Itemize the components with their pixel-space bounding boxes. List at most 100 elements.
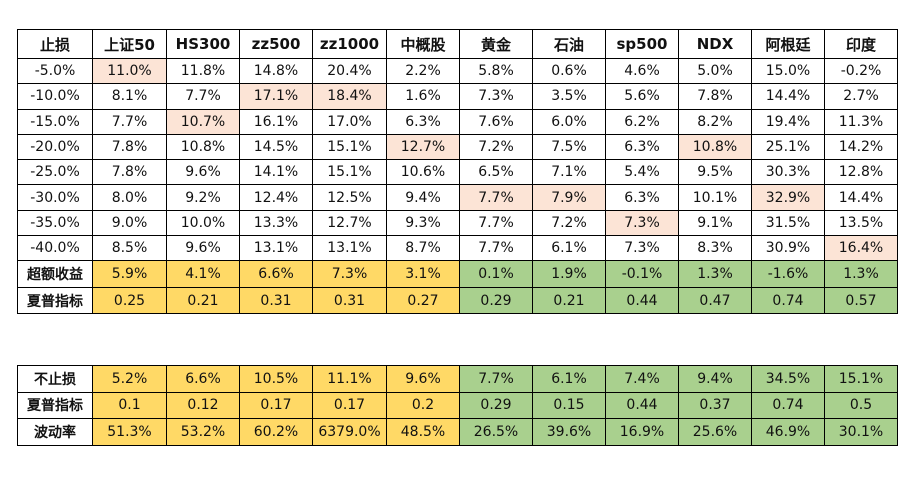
table-cell: 9.3%: [386, 209, 460, 237]
table-cell: 0.44: [605, 286, 679, 315]
row-label: -40.0%: [17, 235, 93, 262]
table-cell: 48.5%: [386, 418, 460, 446]
table-cell: 16.4%: [824, 235, 898, 262]
table-cell: 6379.0%: [312, 418, 387, 446]
table-cell: 5.8%: [459, 57, 533, 85]
table-cell: 12.8%: [824, 159, 898, 186]
table-cell: 13.1%: [312, 235, 387, 262]
table-cell: 9.6%: [386, 365, 460, 393]
table-cell: 4.1%: [166, 260, 240, 288]
column-header: 石油: [532, 29, 606, 59]
table-cell: 14.8%: [239, 57, 313, 85]
column-header: 中概股: [386, 29, 460, 59]
table-row: -15.0% 7.7% 10.7% 16.1% 17.0% 6.3% 7.6% 6.0% 6.2…: [17, 108, 898, 135]
table-cell: 7.3%: [312, 260, 387, 288]
table-cell: 16.1%: [239, 108, 313, 135]
table-cell: 9.1%: [678, 209, 752, 237]
table-cell: 9.0%: [92, 209, 167, 237]
column-header: 印度: [824, 29, 898, 59]
table-cell: 6.1%: [532, 235, 606, 262]
table-cell: 9.2%: [166, 184, 240, 211]
table-cell: 8.2%: [678, 108, 752, 135]
table-cell: 10.1%: [678, 184, 752, 211]
row-label: -20.0%: [17, 133, 93, 161]
table-cell: 10.8%: [166, 133, 240, 161]
table-cell: 7.9%: [532, 184, 606, 211]
table-cell: 5.0%: [678, 57, 752, 85]
table-cell: -1.6%: [751, 260, 825, 288]
table-cell: 6.0%: [532, 108, 606, 135]
table-cell: 12.7%: [386, 133, 460, 161]
row-label: -10.0%: [17, 83, 93, 110]
table-cell: 0.1: [92, 391, 167, 419]
stop-loss-table: 止损 上证50 HS300 zz500 zz1000 中概股 黄金 石油 sp500 NDX 阿根廷…: [17, 29, 898, 315]
table-cell: 11.3%: [824, 108, 898, 135]
table-row: -5.0% 11.0% 11.8% 14.8% 20.4% 2.2% 5.8% 0.6% 4.6…: [17, 57, 898, 85]
row-label: -35.0%: [17, 209, 93, 237]
row-label: 夏普指标: [17, 286, 93, 315]
table-cell: 0.44: [605, 391, 679, 419]
table-cell: 7.4%: [605, 365, 679, 393]
table-cell: 7.7%: [459, 209, 533, 237]
table-cell: 8.3%: [678, 235, 752, 262]
table-row: 夏普指标 0.1 0.12 0.17 0.17 0.2 0.29 0.15 0.44 0.37 0.…: [17, 391, 898, 419]
table-cell: 9.5%: [678, 159, 752, 186]
table-cell: 0.21: [532, 286, 606, 315]
table-cell: 26.5%: [459, 418, 533, 446]
no-stop-loss-table: 不止损 5.2% 6.6% 10.5% 11.1% 9.6% 7.7% 6.1% 7.4% 9.4…: [17, 365, 898, 446]
table-cell: 7.8%: [678, 83, 752, 110]
table-cell: 7.3%: [459, 83, 533, 110]
table-cell: 0.57: [824, 286, 898, 315]
table-cell: 5.9%: [92, 260, 167, 288]
table-cell: 1.6%: [386, 83, 460, 110]
table-cell: 0.17: [312, 391, 387, 419]
table-cell: 9.4%: [386, 184, 460, 211]
column-header: zz1000: [312, 29, 387, 59]
table-cell: 14.5%: [239, 133, 313, 161]
table-cell: 7.2%: [532, 209, 606, 237]
row-label: -15.0%: [17, 108, 93, 135]
table-cell: 7.3%: [605, 235, 679, 262]
table-cell: 51.3%: [92, 418, 167, 446]
column-header: HS300: [166, 29, 240, 59]
table-row: -35.0% 9.0% 10.0% 13.3% 12.7% 9.3% 7.7% 7.2% 7.3…: [17, 209, 898, 237]
table-cell: 0.31: [312, 286, 387, 315]
header-row: 止损 上证50 HS300 zz500 zz1000 中概股 黄金 石油 sp500 NDX 阿根廷…: [17, 29, 898, 59]
column-header: 阿根廷: [751, 29, 825, 59]
table-cell: 6.3%: [605, 184, 679, 211]
column-header: 黄金: [459, 29, 533, 59]
table-cell: 9.6%: [166, 159, 240, 186]
table-cell: 14.4%: [751, 83, 825, 110]
table-cell: 10.5%: [239, 365, 313, 393]
table-cell: 8.0%: [92, 184, 167, 211]
table-cell: 15.1%: [824, 365, 898, 393]
table-cell: 10.8%: [678, 133, 752, 161]
table-cell: 1.9%: [532, 260, 606, 288]
table-cell: 32.9%: [751, 184, 825, 211]
table-cell: 8.7%: [386, 235, 460, 262]
table-cell: 31.5%: [751, 209, 825, 237]
table-cell: 10.7%: [166, 108, 240, 135]
table-cell: 12.5%: [312, 184, 387, 211]
summary-row: 夏普指标 0.25 0.21 0.31 0.31 0.27 0.29 0.21 0.44 0.47…: [17, 286, 898, 315]
table-cell: 6.3%: [605, 133, 679, 161]
table-cell: 11.0%: [92, 57, 167, 85]
table-cell: 10.6%: [386, 159, 460, 186]
row-label: -25.0%: [17, 159, 93, 186]
table-cell: 3.1%: [386, 260, 460, 288]
table-cell: 13.5%: [824, 209, 898, 237]
table-cell: 0.5: [824, 391, 898, 419]
table-cell: 15.0%: [751, 57, 825, 85]
table-cell: 6.6%: [166, 365, 240, 393]
table-cell: 5.4%: [605, 159, 679, 186]
table-cell: 15.1%: [312, 159, 387, 186]
table-cell: 14.1%: [239, 159, 313, 186]
table-cell: 0.74: [751, 391, 825, 419]
row-label: -5.0%: [17, 57, 93, 85]
table-cell: 5.2%: [92, 365, 167, 393]
table-cell: 11.8%: [166, 57, 240, 85]
table-cell: 2.2%: [386, 57, 460, 85]
table-cell: 13.1%: [239, 235, 313, 262]
table-row: -40.0% 8.5% 9.6% 13.1% 13.1% 8.7% 7.7% 6.1% 7.3%…: [17, 235, 898, 262]
table-cell: 0.27: [386, 286, 460, 315]
